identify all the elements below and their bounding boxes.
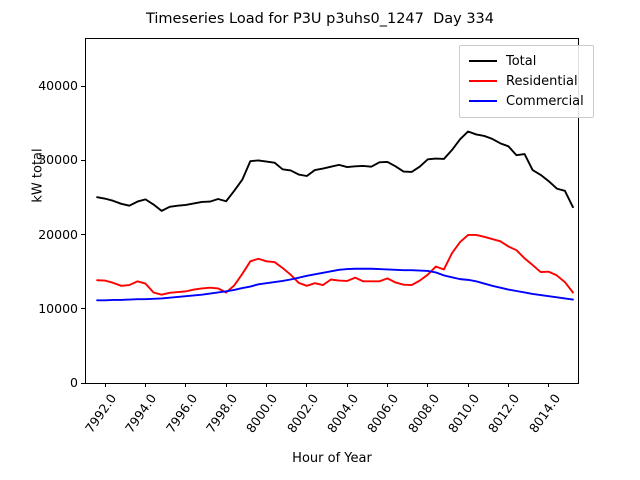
legend-item: Commercial bbox=[469, 91, 584, 111]
legend-color-swatch bbox=[469, 59, 497, 63]
x-tick-mark bbox=[507, 383, 510, 387]
plot-area bbox=[85, 38, 579, 383]
y-tick-label: 20000 bbox=[38, 226, 78, 242]
legend-color-swatch bbox=[469, 79, 497, 83]
y-tick-mark bbox=[81, 308, 85, 310]
series-line-commercial bbox=[96, 267, 574, 302]
y-tick-label: 40000 bbox=[38, 78, 78, 94]
x-tick-mark bbox=[346, 383, 348, 387]
axis-spine-right bbox=[578, 38, 580, 383]
legend-item: Residential bbox=[469, 71, 584, 91]
y-tick-mark bbox=[81, 382, 85, 384]
y-tick: 10000 bbox=[0, 300, 78, 316]
series-line-residential bbox=[96, 234, 574, 296]
y-tick-label: 30000 bbox=[38, 152, 78, 168]
legend-label: Commercial bbox=[506, 93, 584, 109]
x-axis-label: Hour of Year bbox=[292, 451, 372, 466]
plot-lines bbox=[96, 130, 574, 302]
x-tick-mark bbox=[104, 383, 106, 387]
y-tick: 20000 bbox=[0, 226, 78, 242]
y-tick-mark bbox=[81, 85, 85, 87]
y-tick: 0 bbox=[0, 375, 78, 390]
x-tick-mark bbox=[144, 383, 147, 387]
x-tick-mark bbox=[185, 383, 187, 387]
x-tick-mark bbox=[427, 383, 429, 387]
y-tick: 40000 bbox=[0, 78, 78, 94]
y-tick-label: 0 bbox=[70, 375, 78, 390]
x-tick-mark bbox=[548, 383, 550, 387]
chart-title: Timeseries Load for P3U p3uhs0_1247 Day … bbox=[145, 11, 495, 27]
y-tick-mark bbox=[81, 159, 85, 161]
axis-spine-bottom bbox=[85, 383, 579, 385]
chart-legend: Total Residential Commercial bbox=[459, 45, 594, 118]
y-tick: 30000 bbox=[0, 152, 78, 168]
x-tick-mark bbox=[225, 383, 227, 387]
series-line-total bbox=[96, 130, 574, 212]
y-tick-mark bbox=[81, 234, 85, 236]
x-tick-mark bbox=[306, 383, 308, 387]
axis-spine-top bbox=[85, 38, 579, 40]
x-tick-label: 8014.0 bbox=[525, 391, 564, 436]
legend-color-swatch bbox=[469, 99, 497, 103]
x-tick-mark bbox=[467, 383, 469, 387]
x-tick-mark bbox=[265, 383, 268, 387]
legend-label: Total bbox=[506, 53, 537, 69]
legend-item: Total bbox=[469, 51, 584, 71]
axis-spine-left bbox=[85, 38, 87, 383]
x-tick-mark bbox=[386, 383, 389, 387]
legend-label: Residential bbox=[506, 73, 578, 89]
y-tick-label: 10000 bbox=[38, 300, 78, 316]
y-axis-label: kW total bbox=[30, 148, 46, 203]
